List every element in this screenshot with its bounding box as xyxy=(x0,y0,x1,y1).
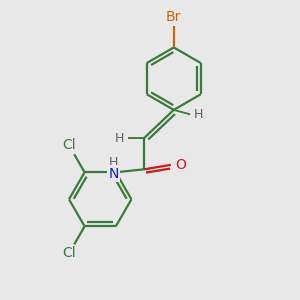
Text: O: O xyxy=(175,158,186,172)
Text: H: H xyxy=(109,156,118,169)
Text: N: N xyxy=(108,167,118,181)
Text: Cl: Cl xyxy=(62,246,76,260)
Text: H: H xyxy=(115,132,124,145)
Text: Br: Br xyxy=(166,10,182,24)
Text: Cl: Cl xyxy=(62,138,76,152)
Text: H: H xyxy=(194,108,203,121)
